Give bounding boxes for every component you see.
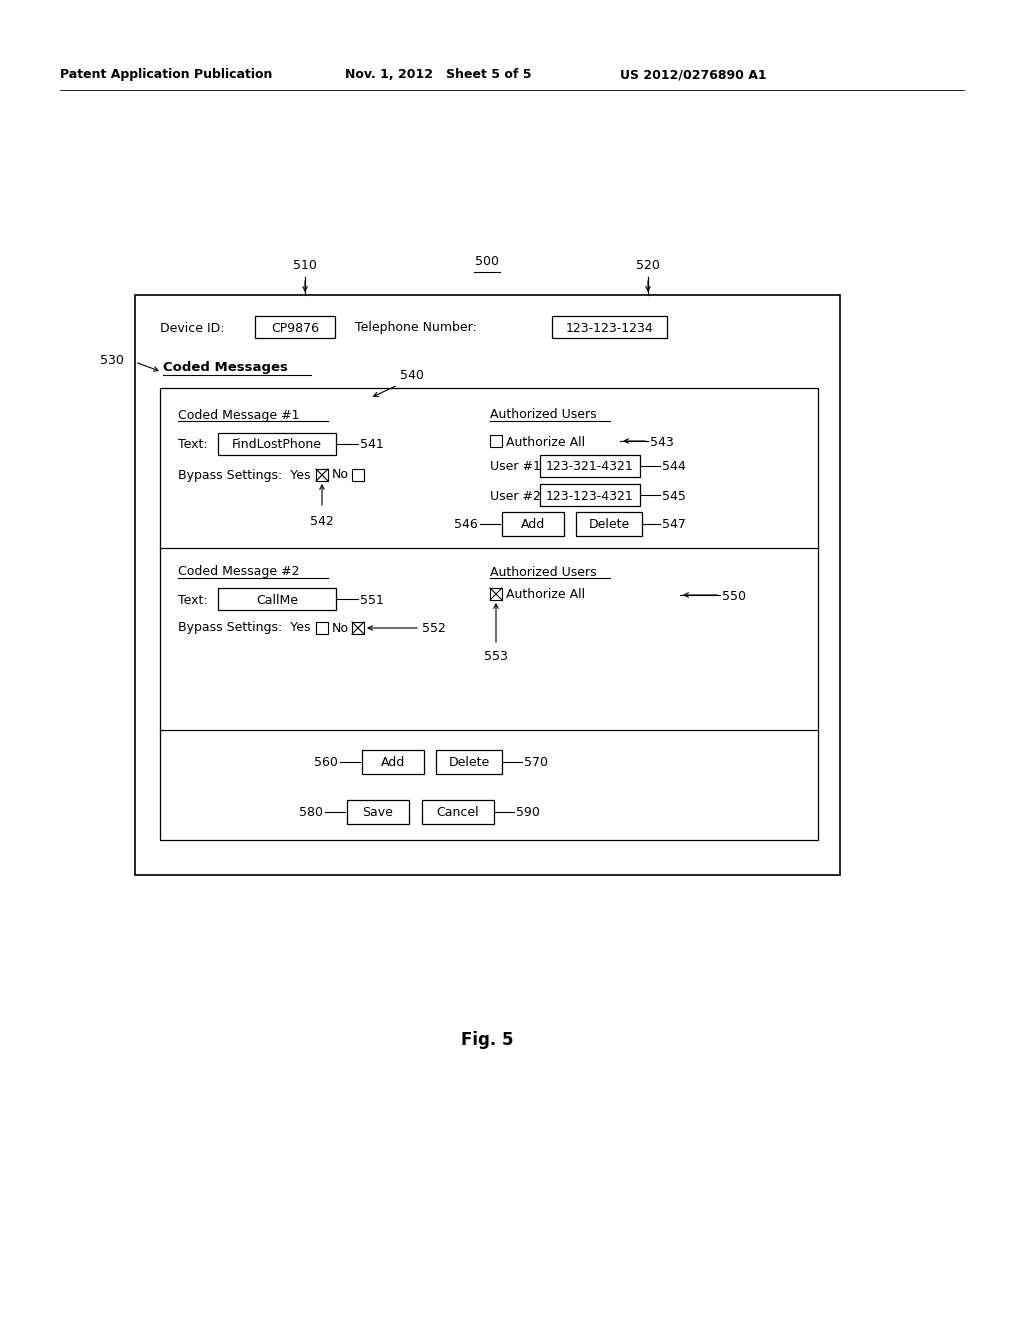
Bar	[316, 469, 328, 480]
Bar	[160, 388, 818, 840]
Text: User #1: User #1	[490, 461, 541, 474]
Text: Authorize All: Authorize All	[506, 589, 585, 602]
Bar	[490, 436, 502, 447]
Text: 544: 544	[662, 461, 686, 474]
Text: Authorized Users: Authorized Users	[490, 408, 597, 421]
Text: Text:: Text:	[178, 594, 208, 606]
Bar	[502, 512, 564, 536]
Text: Telephone Number:: Telephone Number:	[355, 322, 477, 334]
Text: Coded Messages: Coded Messages	[163, 362, 288, 375]
Text: 542: 542	[310, 515, 334, 528]
Bar	[540, 484, 640, 506]
Text: 560: 560	[314, 756, 338, 770]
Text: Cancel: Cancel	[436, 807, 479, 820]
Bar	[347, 800, 409, 824]
Text: Authorize All: Authorize All	[506, 436, 585, 449]
Text: Delete: Delete	[449, 756, 489, 770]
Text: User #2: User #2	[490, 490, 541, 503]
Text: 541: 541	[360, 438, 384, 451]
Text: 546: 546	[455, 519, 478, 532]
Text: Delete: Delete	[589, 519, 630, 532]
Text: 550: 550	[722, 590, 746, 602]
Text: Add: Add	[521, 519, 545, 532]
Bar	[575, 512, 642, 536]
Bar	[218, 587, 336, 610]
Text: Save: Save	[362, 807, 393, 820]
Text: Nov. 1, 2012   Sheet 5 of 5: Nov. 1, 2012 Sheet 5 of 5	[345, 69, 531, 81]
Text: 551: 551	[360, 594, 384, 606]
Text: 545: 545	[662, 490, 686, 503]
Text: US 2012/0276890 A1: US 2012/0276890 A1	[620, 69, 767, 81]
Text: 123-321-4321: 123-321-4321	[546, 461, 634, 474]
Text: Fig. 5: Fig. 5	[461, 1031, 513, 1049]
Text: 552: 552	[422, 623, 445, 635]
Text: 553: 553	[484, 649, 508, 663]
Bar	[255, 315, 335, 338]
Bar	[352, 469, 364, 480]
Text: No: No	[332, 622, 349, 635]
Bar	[135, 294, 840, 875]
Text: 510: 510	[293, 259, 317, 272]
Bar	[552, 315, 667, 338]
Text: Add: Add	[381, 756, 406, 770]
Text: 123-123-4321: 123-123-4321	[546, 490, 634, 503]
Bar	[436, 750, 502, 774]
Text: Text:: Text:	[178, 438, 208, 451]
Bar	[540, 455, 640, 477]
Text: 520: 520	[636, 259, 659, 272]
Text: Coded Message #2: Coded Message #2	[178, 565, 299, 578]
Text: 123-123-1234: 123-123-1234	[566, 322, 654, 334]
Text: Patent Application Publication: Patent Application Publication	[60, 69, 272, 81]
Text: Bypass Settings:  Yes: Bypass Settings: Yes	[178, 469, 310, 482]
Text: CallMe: CallMe	[256, 594, 298, 606]
Text: 590: 590	[516, 807, 540, 820]
Text: FindLostPhone: FindLostPhone	[232, 438, 322, 451]
Text: 543: 543	[650, 436, 674, 449]
Text: Device ID:: Device ID:	[160, 322, 224, 334]
Text: 500: 500	[475, 255, 499, 268]
Bar	[352, 622, 364, 634]
Text: Bypass Settings:  Yes: Bypass Settings: Yes	[178, 622, 310, 635]
Text: 540: 540	[400, 370, 424, 381]
Text: 547: 547	[662, 519, 686, 532]
Bar	[422, 800, 494, 824]
Text: Authorized Users: Authorized Users	[490, 565, 597, 578]
Text: CP9876: CP9876	[271, 322, 319, 334]
Bar	[362, 750, 424, 774]
Bar	[218, 433, 336, 455]
Text: 530: 530	[100, 354, 124, 367]
Text: No: No	[332, 469, 349, 482]
Text: 570: 570	[524, 756, 548, 770]
Bar	[490, 587, 502, 601]
Text: 580: 580	[299, 807, 323, 820]
Text: Coded Message #1: Coded Message #1	[178, 408, 299, 421]
Bar	[316, 622, 328, 634]
